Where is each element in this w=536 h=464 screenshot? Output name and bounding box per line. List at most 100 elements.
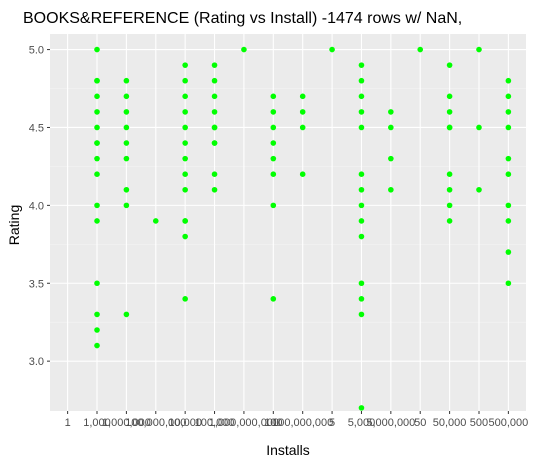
data-point <box>211 109 218 115</box>
x-tick-label: 100,000 <box>195 417 235 429</box>
data-point <box>94 46 100 53</box>
data-point <box>94 218 100 224</box>
data-point <box>270 171 277 178</box>
data-point <box>299 171 306 178</box>
x-tick-label: 10,000 <box>168 417 202 429</box>
data-point <box>388 124 394 131</box>
data-point <box>94 93 100 100</box>
data-point <box>417 46 424 53</box>
data-point <box>505 77 512 84</box>
data-point <box>94 155 100 162</box>
data-point <box>358 311 365 318</box>
x-tick-label: 100,000,000 <box>125 417 186 429</box>
data-point <box>505 124 512 131</box>
data-point <box>505 109 512 115</box>
x-tick-label: 100,000,000 <box>272 417 333 429</box>
data-point <box>270 93 277 100</box>
data-point <box>123 124 130 131</box>
data-point <box>123 77 130 84</box>
data-point <box>505 93 512 100</box>
data-point <box>446 93 453 100</box>
data-point <box>182 171 188 178</box>
y-axis-ticks: 3.0 3.5 4.0 4.5 5.0 <box>29 45 50 368</box>
data-point <box>358 280 365 287</box>
data-point <box>182 109 188 115</box>
data-point <box>446 109 453 115</box>
data-point <box>358 186 365 193</box>
data-point <box>94 202 100 209</box>
data-point <box>299 109 306 115</box>
data-point <box>476 46 482 53</box>
data-point <box>211 124 218 131</box>
data-point <box>211 93 218 100</box>
y-tick-label: 4.5 <box>29 122 44 134</box>
data-point <box>270 296 277 302</box>
x-axis-ticks: 1 1,0001,000,000100,000,00010,000100,0001… <box>65 411 528 429</box>
data-point <box>123 186 130 193</box>
data-point <box>505 280 512 287</box>
x-tick-label: 100 <box>264 417 282 429</box>
data-point <box>94 327 100 333</box>
x-tick-label: 5 <box>329 417 335 429</box>
data-points <box>94 46 512 411</box>
data-point <box>446 202 453 209</box>
data-point <box>211 171 218 178</box>
data-point <box>94 311 100 318</box>
chart-title: BOOKS&REFERENCE (Rating vs Install) -147… <box>23 10 462 27</box>
x-tick-label: 1,000,000 <box>102 417 151 429</box>
data-point <box>211 62 218 68</box>
data-point <box>505 155 512 162</box>
data-point <box>182 233 188 240</box>
data-point <box>94 77 100 84</box>
data-point <box>476 124 482 131</box>
data-point <box>388 186 394 193</box>
data-point <box>123 202 130 209</box>
data-point <box>358 233 365 240</box>
data-point <box>446 62 453 68</box>
data-point <box>182 186 188 193</box>
data-point <box>94 280 100 287</box>
data-point <box>505 249 512 255</box>
data-point <box>123 140 130 146</box>
data-point <box>123 155 130 162</box>
data-point <box>446 124 453 131</box>
data-point <box>152 218 159 224</box>
x-tick-label: 50 <box>414 417 426 429</box>
data-point <box>94 124 100 131</box>
data-point <box>94 342 100 349</box>
data-point <box>446 186 453 193</box>
data-point <box>270 140 277 146</box>
data-point <box>270 202 277 209</box>
data-point <box>329 46 335 53</box>
data-point <box>123 93 130 100</box>
data-point <box>358 202 365 209</box>
data-point <box>299 93 306 100</box>
data-point <box>94 109 100 115</box>
data-point <box>358 218 365 224</box>
data-point <box>358 171 365 178</box>
data-point <box>182 77 188 84</box>
data-point <box>94 140 100 146</box>
x-tick-label: 1 <box>65 417 71 429</box>
x-tick-label: 50,000 <box>433 417 467 429</box>
data-point <box>182 93 188 100</box>
data-point <box>182 124 188 131</box>
data-point <box>270 155 277 162</box>
x-tick-label: 1,000,000,000 <box>209 417 279 429</box>
y-axis-title: Rating <box>6 205 22 245</box>
data-point <box>505 218 512 224</box>
data-point <box>211 77 218 84</box>
data-point <box>123 311 130 318</box>
data-point <box>94 171 100 178</box>
data-point <box>358 93 365 100</box>
data-point <box>241 46 247 53</box>
data-point <box>476 186 482 193</box>
data-point <box>211 140 218 146</box>
data-point <box>358 109 365 115</box>
x-axis-title: Installs <box>266 442 310 458</box>
data-point <box>388 155 394 162</box>
data-point <box>358 62 365 68</box>
data-point <box>182 218 188 224</box>
data-point <box>505 202 512 209</box>
